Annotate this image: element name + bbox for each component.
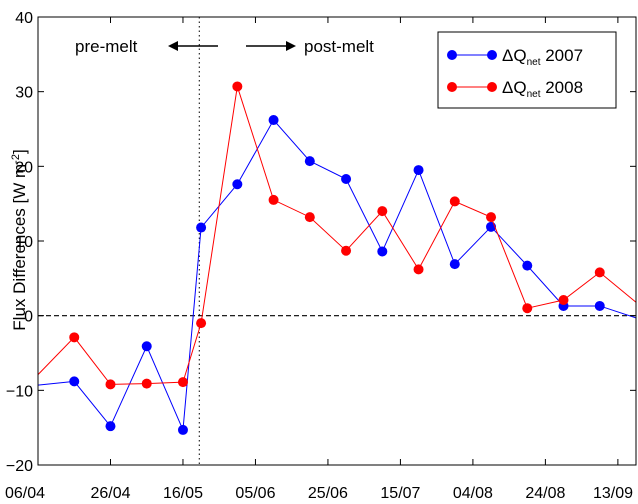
x-tick-label: 13/09 (593, 485, 633, 502)
series-1-point (486, 212, 497, 223)
series-0-point (377, 246, 388, 257)
legend-marker-2008 (447, 82, 457, 92)
series-0-point (141, 341, 152, 352)
x-tick-label: 05/06 (235, 485, 275, 502)
x-tick-label: 04/08 (453, 485, 493, 502)
legend-marker-2007-end (487, 50, 497, 60)
series-0-point (177, 424, 188, 435)
series-1-point (105, 379, 116, 390)
post-melt-label: post-melt (304, 37, 374, 56)
x-tick-label: 16/05 (163, 485, 203, 502)
series-0-point (105, 421, 116, 432)
pre-melt-arrowhead (168, 41, 178, 51)
series-0-point (522, 260, 533, 271)
legend-marker-2007 (447, 50, 457, 60)
post-melt-arrowhead (286, 41, 296, 51)
series-1-point (341, 245, 352, 256)
legend-box (437, 31, 617, 109)
series-0-point (449, 259, 460, 270)
series-1-point (196, 318, 207, 329)
series-0-point (413, 165, 424, 176)
series-1-point (413, 264, 424, 275)
pre-melt-label: pre-melt (75, 37, 138, 56)
y-tick-label: 30 (15, 85, 33, 102)
legend: ΔQnet 2007 ΔQnet 2008 (437, 31, 617, 109)
x-tick-label: 25/06 (308, 485, 348, 502)
series-0-point (232, 179, 243, 190)
y-tick-label: 20 (15, 159, 33, 176)
series-1-point (304, 212, 315, 223)
y-tick-label: 10 (15, 234, 33, 251)
x-tick-label: 06/04 (5, 485, 45, 502)
series-0-point (268, 115, 279, 126)
axes: −20 −10 0 10 20 30 40 06/04 26/04 16/05 05/06 25/06… (5, 10, 637, 502)
legend-label-2008: ΔQnet 2008 (502, 78, 583, 100)
y-tick-label: 40 (15, 10, 33, 27)
series-0-point (594, 300, 605, 311)
series-1-point (177, 377, 188, 388)
series-1-point (558, 294, 569, 305)
y-axis-label: Flux Differences [W m-2] (10, 149, 29, 330)
y-tick-label: 0 (24, 309, 33, 326)
series-1-point (268, 194, 279, 205)
series-1-point (522, 303, 533, 314)
annotations: pre-melt post-melt (75, 37, 374, 56)
series-1-point (377, 206, 388, 217)
series-line-0 (37, 119, 637, 431)
series-0-point (341, 174, 352, 185)
y-tick-label: −20 (6, 458, 33, 475)
series-0-point (196, 222, 207, 233)
series-line-1 (37, 86, 637, 385)
y-tick-label: −10 (6, 383, 33, 400)
x-tick-label: 24/08 (525, 485, 565, 502)
series-1-point (69, 332, 80, 343)
series-1-point (141, 378, 152, 389)
legend-marker-2008-end (487, 82, 497, 92)
x-tick-label: 26/04 (90, 485, 130, 502)
series-0-point (69, 376, 80, 387)
series-1-point (594, 267, 605, 278)
x-tick-label: 15/07 (380, 485, 420, 502)
plot-area (37, 17, 637, 465)
series-1-point (449, 196, 460, 207)
series-1-point (232, 81, 243, 92)
series-0-point (304, 156, 315, 167)
legend-label-2007: ΔQnet 2007 (502, 46, 583, 68)
